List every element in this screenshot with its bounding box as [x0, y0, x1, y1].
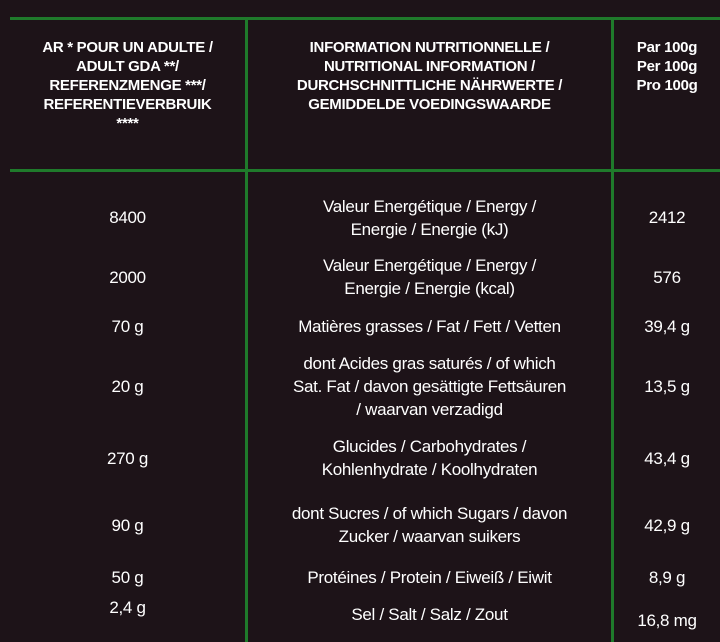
text-line: 2412	[648, 208, 686, 227]
text-line: Glucides / Carbohydrates /	[332, 437, 527, 456]
text-line: dont Acides gras saturés / of which	[303, 353, 556, 373]
per100-cell: 43,4 g	[614, 430, 720, 486]
col-rule	[611, 17, 614, 642]
gda-cell: 20 g	[10, 348, 245, 424]
header-rule	[10, 169, 720, 172]
text-line: ADULT GDA **/	[76, 58, 179, 75]
text-line: Energie / Energie (kJ)	[350, 219, 509, 239]
label-cell: Glucides / Carbohydrates / Kohlenhydrate …	[248, 430, 611, 486]
text-line: 16,8 mg	[637, 611, 697, 630]
label-cell: dont Acides gras saturés / of which Sat. …	[248, 348, 611, 424]
text-line: 270 g	[106, 448, 149, 468]
text-line: Energie / Energie (kcal)	[344, 279, 515, 298]
gda-cell: 90 g	[10, 497, 245, 553]
label-cell: Valeur Energétique / Energy / Energie / E…	[248, 250, 611, 304]
text-line: AR * POUR UN ADULTE /	[42, 39, 213, 56]
text-line: Per 100g	[636, 58, 698, 75]
text-line: 39,4 g	[644, 316, 690, 336]
top-rule	[10, 17, 720, 20]
text-line: 42,9 g	[644, 515, 690, 535]
text-line: 8,9 g	[648, 567, 686, 587]
text-line: REFERENZMENGE ***/	[49, 77, 206, 94]
text-line: 576	[653, 267, 681, 287]
per100-cell: 2412	[614, 190, 720, 245]
text-line: Valeur Energétique / Energy /	[322, 196, 537, 216]
text-line: Pro 100g	[636, 77, 698, 94]
per100-cell: 13,5 g	[614, 348, 720, 424]
text-line: DURCHSCHNITTLICHE NÄHRWERTE /	[296, 77, 563, 94]
text-line: NUTRITIONAL INFORMATION /	[323, 58, 536, 75]
text-line: Sel / Salt / Salz / Zout	[351, 604, 508, 624]
per100-cell: 576	[614, 250, 720, 304]
text-line: 20 g	[111, 376, 144, 396]
text-line: 90 g	[111, 515, 144, 535]
header-cell: Par 100g Per 100g Pro 100g	[614, 38, 720, 158]
gda-cell: 50 g	[10, 562, 245, 592]
header-cell: INFORMATION NUTRITIONNELLE / NUTRITIONAL …	[248, 38, 611, 158]
text-line: GEMIDDELDE VOEDINGSWAARDE	[308, 96, 551, 113]
label-cell: Valeur Energétique / Energy / Energie / E…	[248, 190, 611, 245]
text-line: Matières grasses / Fat / Fett / Vetten	[298, 316, 561, 336]
text-line: Sat. Fat / davon gesättigte Fettsäuren	[292, 376, 567, 396]
text-line: ****	[116, 115, 139, 132]
text-line: 43,4 g	[644, 448, 690, 468]
per100-cell: 42,9 g	[614, 497, 720, 553]
text-line: Protéines / Protein / Eiweiß / Eiwit	[307, 567, 552, 587]
text-line: Kohlenhydrate / Koolhydraten	[321, 460, 538, 479]
gda-cell: 2,4 g	[10, 596, 245, 632]
per100-cell: 8,9 g	[614, 562, 720, 592]
label-cell: dont Sucres / of which Sugars / davon Zuc…	[248, 497, 611, 553]
label-cell: Protéines / Protein / Eiweiß / Eiwit	[248, 562, 611, 592]
gda-cell: 2000	[10, 250, 245, 304]
gda-cell: 8400	[10, 190, 245, 245]
text-line: REFERENTIEVERBRUIK	[43, 96, 212, 113]
text-line: 13,5 g	[644, 376, 690, 396]
text-line: Valeur Energétique / Energy /	[322, 256, 537, 275]
per100-cell: 16,8 mg	[614, 596, 720, 632]
gda-cell: 270 g	[10, 430, 245, 486]
text-line: 2000	[109, 267, 146, 287]
col-rule	[245, 17, 248, 642]
text-line: 50 g	[111, 567, 144, 587]
header-cell: AR * POUR UN ADULTE / ADULT GDA **/ REFERE…	[10, 38, 245, 158]
text-line: Par 100g	[636, 39, 698, 56]
text-line: 70 g	[111, 316, 144, 336]
text-line: dont Sucres / of which Sugars / davon	[291, 504, 568, 523]
text-line: 2,4 g	[109, 598, 146, 617]
text-line: Zucker / waarvan suikers	[338, 527, 521, 546]
label-cell: Sel / Salt / Salz / Zout	[248, 596, 611, 632]
per100-cell: 39,4 g	[614, 312, 720, 340]
text-line: INFORMATION NUTRITIONNELLE /	[309, 39, 550, 56]
text-line: 8400	[109, 208, 146, 227]
gda-cell: 70 g	[10, 312, 245, 340]
text-line: / waarvan verzadigd	[356, 399, 503, 419]
label-cell: Matières grasses / Fat / Fett / Vetten	[248, 312, 611, 340]
